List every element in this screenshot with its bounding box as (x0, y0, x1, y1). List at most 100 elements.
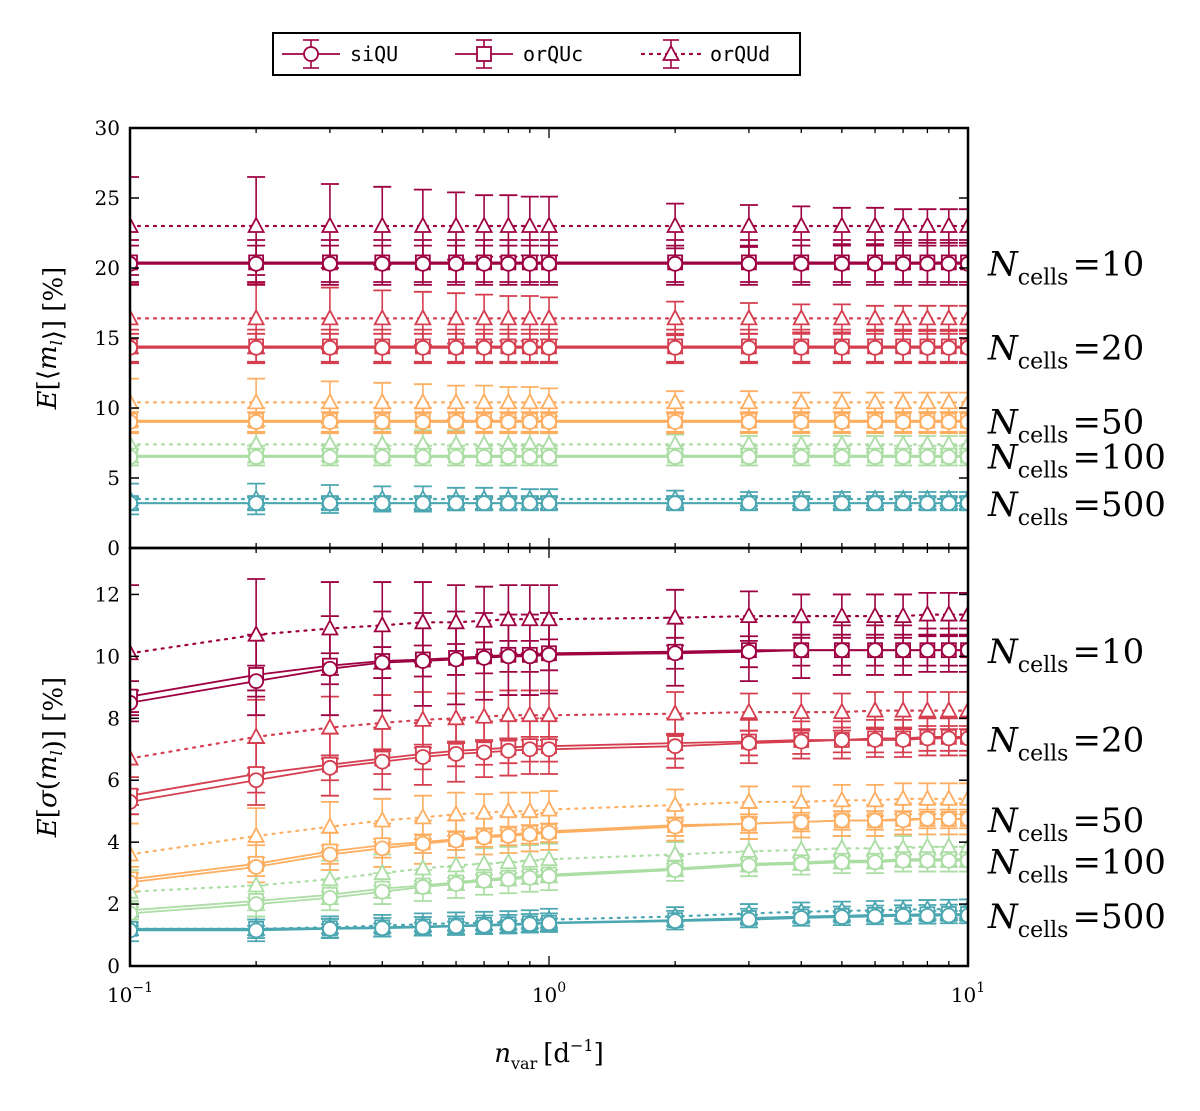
data-point (500, 495, 517, 512)
data-point (374, 255, 391, 272)
data-point (414, 919, 431, 936)
plot-area-top (130, 176, 968, 516)
annotation-subscript: cells (1018, 822, 1069, 847)
data-point (895, 907, 911, 924)
data-point (667, 913, 684, 930)
data-point (374, 883, 391, 900)
group-annotation: Ncells =500 (987, 897, 1166, 943)
data-point (667, 818, 684, 835)
data-point (895, 449, 911, 465)
markers-10-siQU (130, 642, 968, 711)
data-point (918, 308, 937, 326)
data-point (247, 308, 266, 326)
data-point (414, 449, 431, 465)
data-point (248, 922, 265, 939)
annotation-subscript: cells (1018, 265, 1069, 290)
annotation-subscript: cells (1018, 459, 1069, 484)
data-point (958, 392, 968, 410)
data-point (322, 449, 338, 465)
data-point (960, 852, 968, 869)
data-point (867, 642, 883, 659)
data-point (832, 392, 851, 410)
data-point (832, 702, 851, 720)
data-point (130, 793, 138, 810)
x-axis-label: nvar [d−1] (494, 1036, 604, 1073)
x-tick-label: 100 (532, 980, 566, 1007)
data-point (539, 799, 559, 817)
data-point (475, 853, 494, 871)
data-point (448, 339, 464, 356)
data-point (793, 910, 810, 926)
annotation-value: =500 (1072, 897, 1165, 937)
data-point (539, 308, 559, 326)
data-point (919, 642, 936, 659)
data-point (322, 339, 338, 356)
data-point (247, 392, 266, 410)
annotation-subscript: cells (1018, 918, 1069, 943)
data-point (520, 392, 539, 410)
data-point (247, 726, 266, 744)
data-point (373, 713, 392, 730)
data-point (322, 495, 338, 512)
y-tick-label: 8 (107, 706, 120, 730)
data-point (919, 852, 936, 869)
data-point (541, 741, 557, 758)
data-point (447, 308, 466, 326)
data-point (895, 414, 911, 430)
data-point (448, 414, 464, 430)
data-point (373, 615, 392, 633)
data-point (448, 495, 464, 512)
data-point (541, 255, 557, 272)
data-point (541, 449, 557, 465)
annotation-subscript: cells (1018, 864, 1069, 889)
y-tick-label: 2 (107, 892, 120, 916)
y-tick-label: 5 (107, 466, 120, 490)
data-point (960, 642, 968, 659)
data-point (374, 920, 391, 937)
y-tick-label: 10 (95, 396, 120, 420)
data-point (322, 846, 338, 863)
data-point (247, 826, 266, 843)
data-point (741, 449, 757, 465)
data-point (322, 889, 338, 906)
data-point (741, 911, 757, 928)
data-point (667, 862, 684, 878)
group-annotation: Ncells =50 (987, 801, 1144, 847)
data-point (894, 308, 913, 326)
legend-entry-orQUd: orQUd (640, 39, 770, 69)
data-point (447, 855, 466, 873)
data-point (895, 812, 911, 829)
annotation-symbol: N (987, 403, 1019, 443)
data-point (500, 871, 517, 888)
data-point (792, 839, 811, 857)
data-point (958, 434, 968, 452)
data-point (448, 449, 464, 465)
data-point (248, 495, 265, 512)
legend-label: orQUc (523, 42, 583, 66)
data-point (413, 612, 432, 630)
y-tick-label: 20 (95, 256, 120, 280)
data-point (866, 392, 885, 410)
data-point (895, 642, 911, 659)
data-point (918, 216, 937, 233)
data-point (248, 255, 265, 272)
data-point (248, 414, 265, 430)
data-point (413, 308, 432, 326)
data-point (374, 339, 391, 356)
data-point (539, 609, 559, 627)
data-point (666, 392, 685, 410)
data-point (414, 879, 431, 895)
data-point (667, 645, 684, 662)
data-point (541, 495, 557, 512)
data-point (894, 216, 913, 233)
legend-entry-siQU: siQU (282, 39, 398, 69)
data-point (958, 700, 968, 718)
data-point (793, 449, 810, 465)
data-point (499, 801, 518, 819)
legend-entry-orQUc: orQUc (455, 39, 583, 69)
data-point (739, 216, 758, 233)
markers-20-siQU (130, 730, 968, 810)
data-point (320, 618, 339, 636)
data-point (448, 876, 464, 892)
